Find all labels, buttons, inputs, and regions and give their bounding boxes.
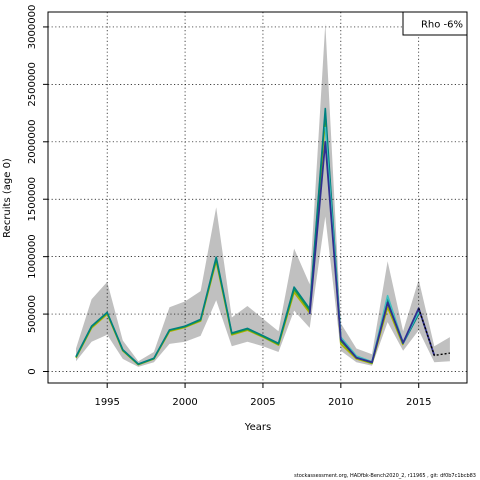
- x-tick-label-4: 2015: [406, 397, 431, 408]
- footer-text: stockassessment.org, HADfbk-Bench2020_2,…: [294, 473, 476, 479]
- y-tick-label-4: 2000000: [27, 120, 38, 165]
- confidence-band: [76, 23, 450, 367]
- series-layer: [75, 107, 451, 366]
- y-tick-label-2: 1000000: [27, 234, 38, 279]
- confidence-band-layer: [76, 23, 450, 367]
- y-tick-label-1: 500000: [27, 295, 38, 333]
- y-axis-title: Recruits (age 0): [2, 158, 13, 238]
- x-tick-label-2: 2005: [250, 397, 275, 408]
- y-tick-label-5: 2500000: [27, 62, 38, 107]
- legend-box: [402, 11, 468, 36]
- series-line-5: [418, 308, 451, 357]
- x-tick-label-0: 1995: [94, 397, 119, 408]
- grid-layer: [48, 12, 467, 383]
- plot-frame: [47, 11, 468, 384]
- y-tick-label-6: 3000000: [27, 5, 38, 50]
- y-tick-label-3: 1500000: [27, 177, 38, 222]
- x-tick-label-3: 2010: [328, 397, 353, 408]
- y-tick-label-0: 0: [27, 368, 38, 374]
- x-axis-title: Years: [244, 422, 271, 433]
- x-tick-label-1: 2000: [172, 397, 197, 408]
- axis-layer: 1995 2000 2005 2010 2015 0 500000 1000000 150000…: [27, 5, 431, 408]
- series-line-4: [308, 140, 436, 364]
- legend-text: Rho -6%: [421, 20, 463, 31]
- legend: Rho -6%: [402, 11, 468, 36]
